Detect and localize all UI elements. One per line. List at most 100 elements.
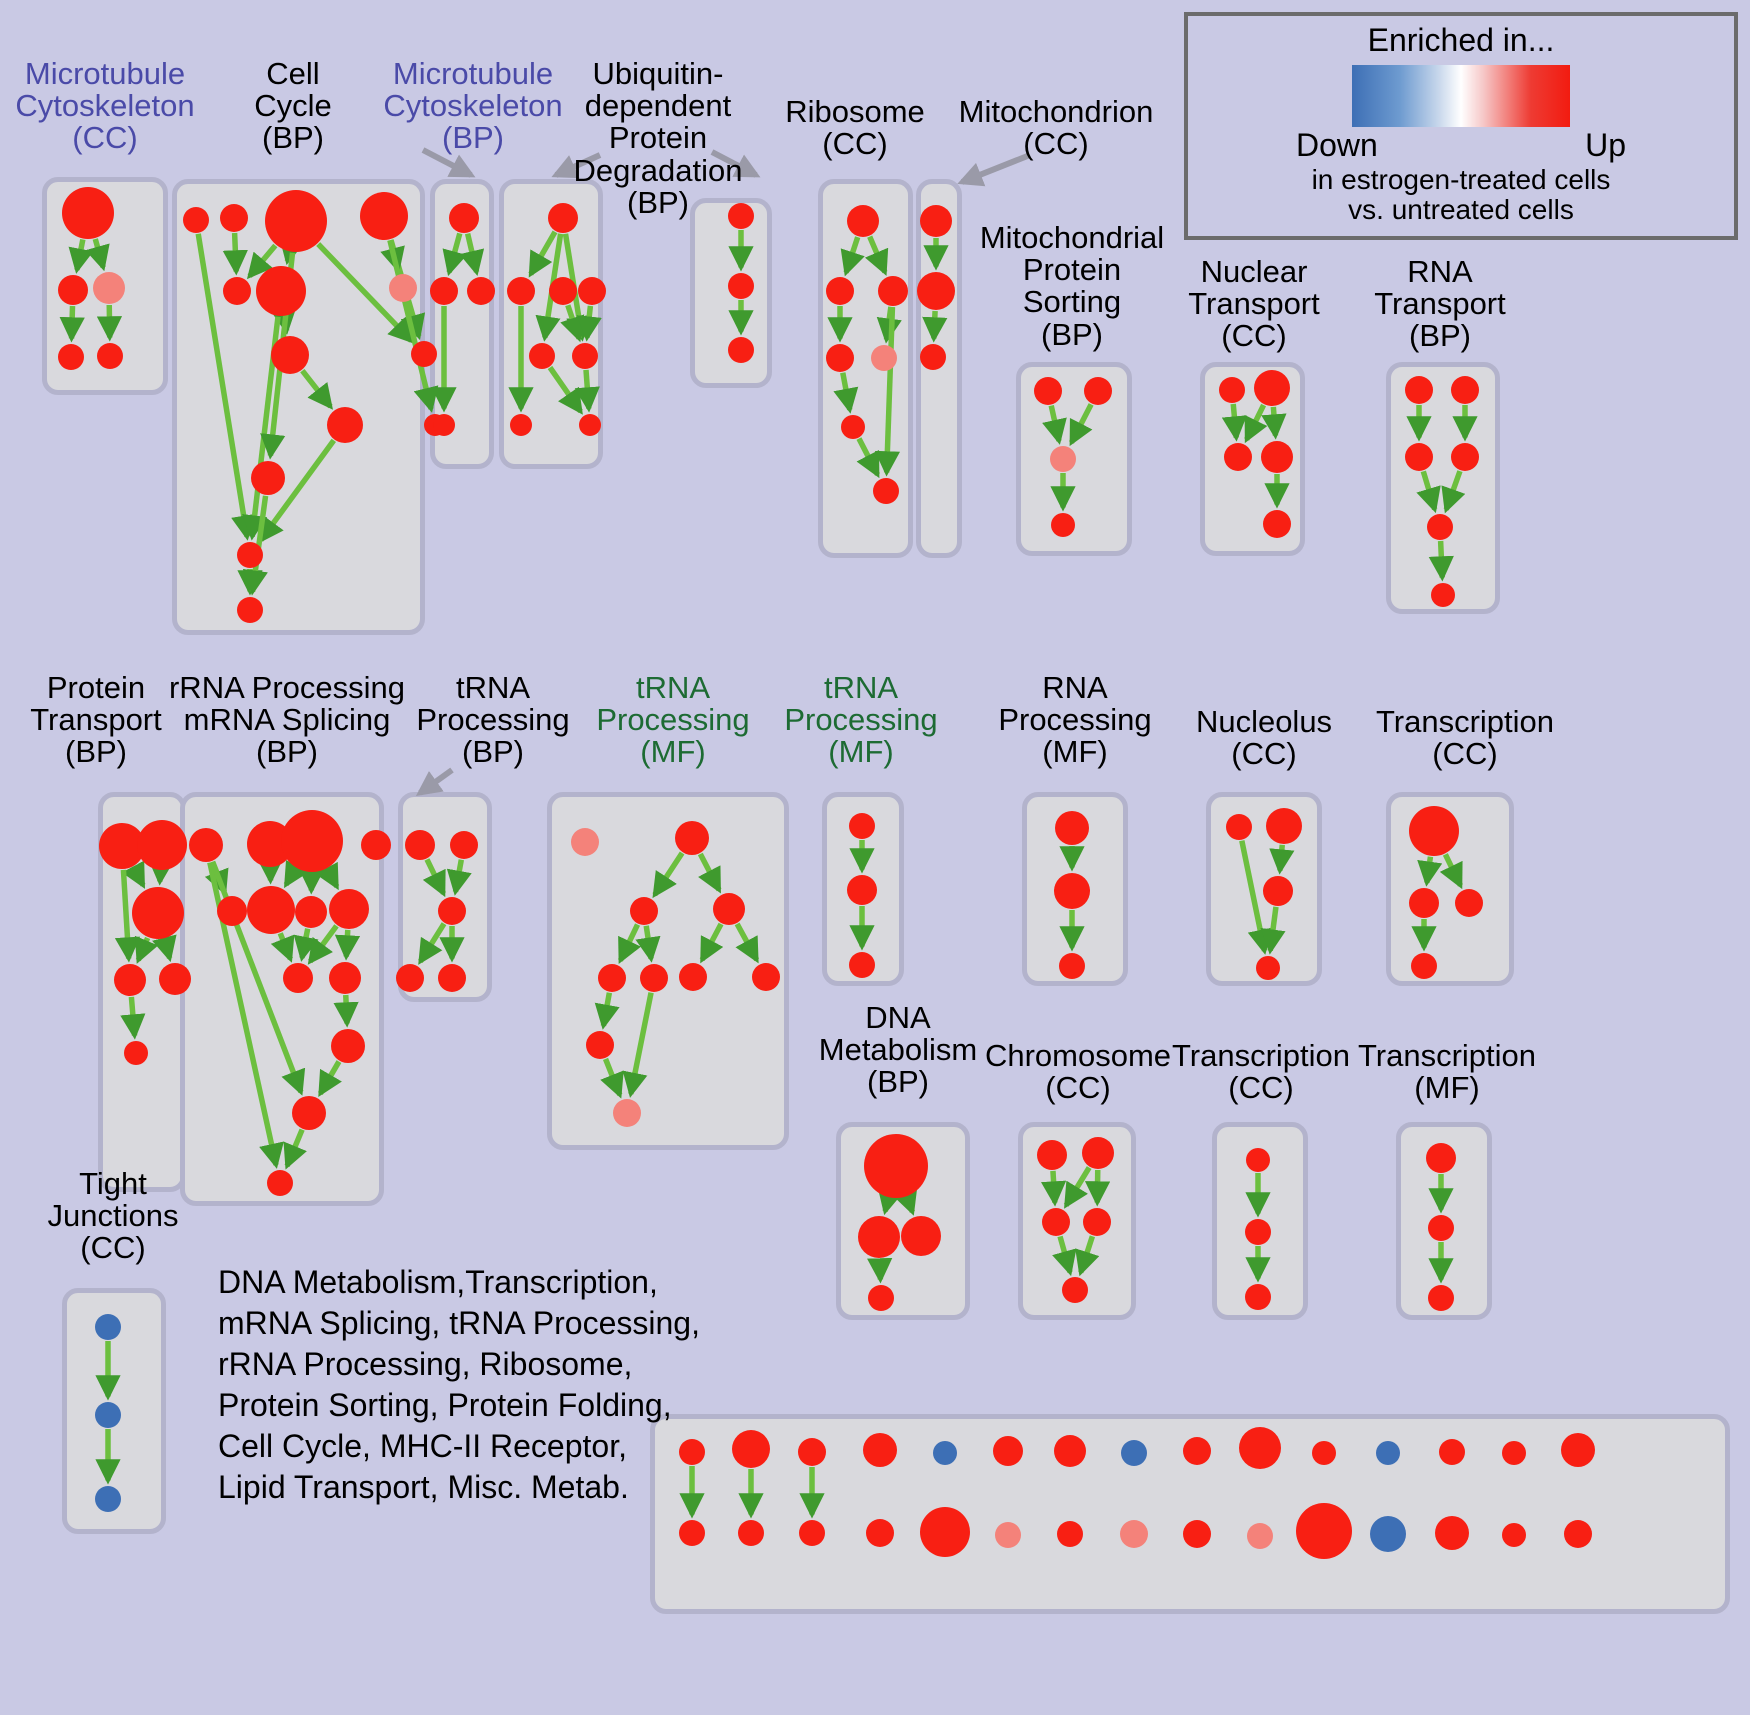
network-node[interactable] xyxy=(281,810,343,872)
network-node[interactable] xyxy=(265,190,327,252)
network-node[interactable] xyxy=(1034,377,1062,405)
network-node[interactable] xyxy=(1376,1441,1400,1465)
network-node[interactable] xyxy=(183,207,209,233)
network-node[interactable] xyxy=(728,203,754,229)
network-node[interactable] xyxy=(993,1436,1023,1466)
network-node[interactable] xyxy=(411,341,437,367)
network-node[interactable] xyxy=(578,277,606,305)
network-node[interactable] xyxy=(1226,814,1252,840)
network-node[interactable] xyxy=(99,823,145,869)
network-node[interactable] xyxy=(237,597,263,623)
network-node[interactable] xyxy=(841,415,865,439)
network-node[interactable] xyxy=(450,831,478,859)
network-node[interactable] xyxy=(95,1486,121,1512)
network-node[interactable] xyxy=(327,407,363,443)
network-node[interactable] xyxy=(271,336,309,374)
network-node[interactable] xyxy=(849,952,875,978)
network-node[interactable] xyxy=(433,414,455,436)
network-node[interactable] xyxy=(920,1507,970,1557)
network-node[interactable] xyxy=(93,272,125,304)
network-node[interactable] xyxy=(1120,1520,1148,1548)
network-node[interactable] xyxy=(189,828,223,862)
network-node[interactable] xyxy=(438,964,466,992)
network-node[interactable] xyxy=(1239,1427,1281,1469)
network-node[interactable] xyxy=(1428,1215,1454,1241)
network-node[interactable] xyxy=(1256,956,1280,980)
network-node[interactable] xyxy=(752,963,780,991)
network-node[interactable] xyxy=(630,897,658,925)
network-node[interactable] xyxy=(217,896,247,926)
network-node[interactable] xyxy=(679,1520,705,1546)
network-node[interactable] xyxy=(1224,443,1252,471)
network-node[interactable] xyxy=(1055,811,1089,845)
network-node[interactable] xyxy=(389,274,417,302)
network-node[interactable] xyxy=(1439,1439,1465,1465)
network-node[interactable] xyxy=(438,897,466,925)
network-node[interactable] xyxy=(223,277,251,305)
network-node[interactable] xyxy=(267,1170,293,1196)
network-node[interactable] xyxy=(1183,1520,1211,1548)
network-node[interactable] xyxy=(871,345,897,371)
network-node[interactable] xyxy=(1183,1437,1211,1465)
network-node[interactable] xyxy=(679,1439,705,1465)
network-node[interactable] xyxy=(159,963,191,995)
network-node[interactable] xyxy=(1428,1285,1454,1311)
network-node[interactable] xyxy=(1054,873,1090,909)
network-node[interactable] xyxy=(1312,1441,1336,1465)
network-node[interactable] xyxy=(1431,583,1455,607)
network-node[interactable] xyxy=(58,275,88,305)
network-node[interactable] xyxy=(1263,876,1293,906)
network-node[interactable] xyxy=(1059,953,1085,979)
network-node[interactable] xyxy=(799,1520,825,1546)
network-node[interactable] xyxy=(1370,1516,1406,1552)
network-node[interactable] xyxy=(1054,1435,1086,1467)
network-node[interactable] xyxy=(1411,953,1437,979)
network-node[interactable] xyxy=(1409,806,1459,856)
network-node[interactable] xyxy=(920,205,952,237)
network-node[interactable] xyxy=(295,896,327,928)
network-node[interactable] xyxy=(360,192,408,240)
network-node[interactable] xyxy=(510,414,532,436)
network-node[interactable] xyxy=(430,277,458,305)
network-node[interactable] xyxy=(572,343,598,369)
network-node[interactable] xyxy=(114,964,146,996)
network-node[interactable] xyxy=(95,1402,121,1428)
network-node[interactable] xyxy=(995,1522,1021,1548)
network-node[interactable] xyxy=(1246,1148,1270,1172)
network-node[interactable] xyxy=(292,1096,326,1130)
network-node[interactable] xyxy=(247,886,295,934)
network-node[interactable] xyxy=(237,542,263,568)
network-node[interactable] xyxy=(1296,1503,1352,1559)
network-node[interactable] xyxy=(507,277,535,305)
network-node[interactable] xyxy=(826,277,854,305)
network-node[interactable] xyxy=(1502,1441,1526,1465)
network-node[interactable] xyxy=(251,461,285,495)
network-node[interactable] xyxy=(732,1430,770,1468)
network-node[interactable] xyxy=(548,203,578,233)
network-node[interactable] xyxy=(1050,446,1076,472)
network-node[interactable] xyxy=(1451,443,1479,471)
network-node[interactable] xyxy=(920,344,946,370)
network-node[interactable] xyxy=(1084,377,1112,405)
network-node[interactable] xyxy=(467,277,495,305)
network-node[interactable] xyxy=(675,821,709,855)
network-node[interactable] xyxy=(361,830,391,860)
network-node[interactable] xyxy=(640,964,668,992)
network-node[interactable] xyxy=(873,478,899,504)
network-node[interactable] xyxy=(864,1134,928,1198)
network-node[interactable] xyxy=(933,1441,957,1465)
network-node[interactable] xyxy=(1042,1208,1070,1236)
network-node[interactable] xyxy=(901,1216,941,1256)
network-node[interactable] xyxy=(849,813,875,839)
network-node[interactable] xyxy=(58,344,84,370)
network-node[interactable] xyxy=(917,272,955,310)
network-node[interactable] xyxy=(1405,376,1433,404)
network-node[interactable] xyxy=(613,1099,641,1127)
network-node[interactable] xyxy=(847,205,879,237)
network-node[interactable] xyxy=(529,343,555,369)
network-node[interactable] xyxy=(586,1031,614,1059)
network-node[interactable] xyxy=(220,204,248,232)
network-node[interactable] xyxy=(405,830,435,860)
network-node[interactable] xyxy=(97,343,123,369)
network-node[interactable] xyxy=(331,1029,365,1063)
